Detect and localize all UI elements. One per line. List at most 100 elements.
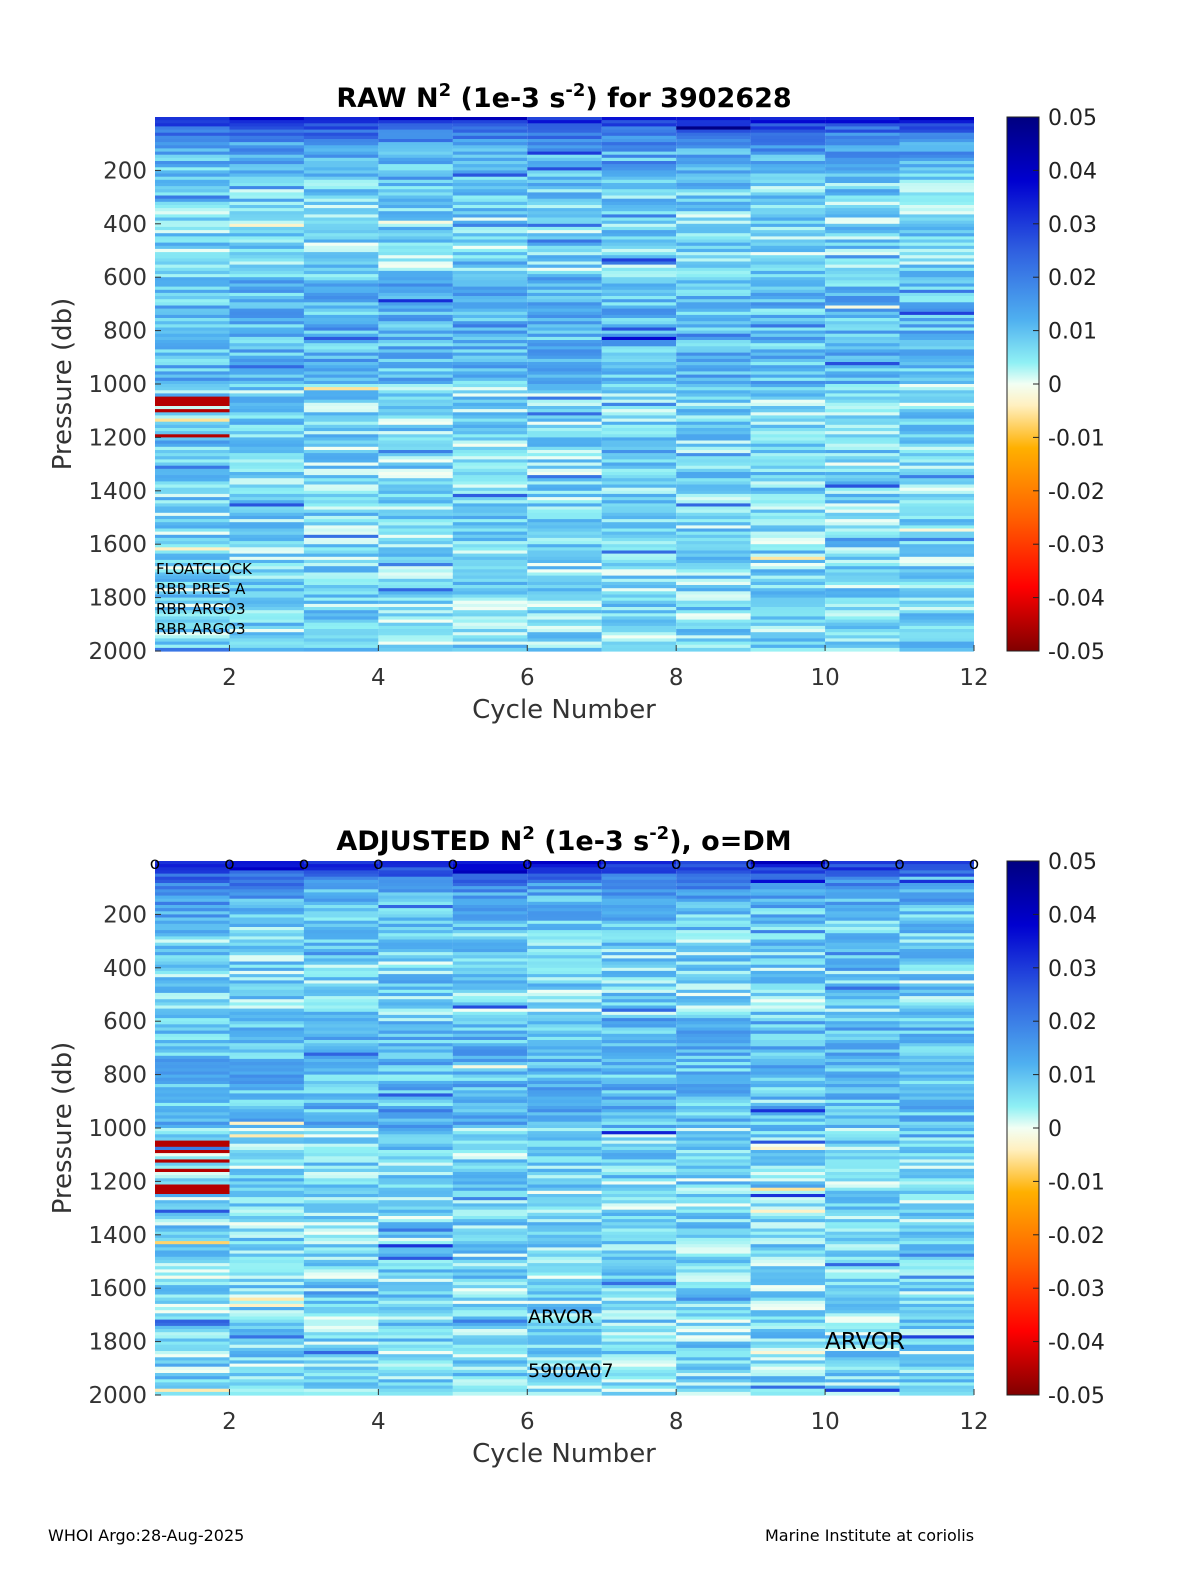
heatmap-cell bbox=[899, 1250, 974, 1255]
heatmap-cell bbox=[899, 1291, 974, 1295]
heatmap-cell bbox=[899, 559, 974, 564]
heatmap-cell bbox=[601, 333, 677, 338]
heatmap-cell bbox=[750, 1278, 826, 1283]
heatmap-cell bbox=[899, 613, 974, 617]
heatmap-cell bbox=[527, 500, 602, 504]
heatmap-cell bbox=[527, 1194, 602, 1198]
heatmap-cell bbox=[899, 1168, 974, 1173]
heatmap-cell bbox=[378, 1307, 453, 1311]
heatmap-cell bbox=[527, 1300, 602, 1305]
heatmap-cell bbox=[527, 1272, 602, 1277]
heatmap-cell bbox=[378, 478, 453, 482]
heatmap-column-cycle-6 bbox=[527, 117, 602, 652]
heatmap-cell bbox=[825, 1168, 900, 1173]
heatmap-cell bbox=[899, 1231, 974, 1236]
heatmap-cell bbox=[155, 1297, 230, 1302]
heatmap-cell bbox=[452, 1165, 528, 1170]
heatmap-cell bbox=[452, 380, 528, 385]
heatmap-cell bbox=[676, 142, 751, 146]
heatmap-cell bbox=[229, 883, 304, 887]
heatmap-cell bbox=[378, 958, 453, 963]
heatmap-cell bbox=[899, 487, 974, 492]
heatmap-cell bbox=[601, 1068, 677, 1072]
heatmap-cell bbox=[452, 522, 528, 526]
heatmap-cell bbox=[899, 1222, 974, 1226]
heatmap-cell bbox=[452, 459, 528, 464]
heatmap-cell bbox=[452, 519, 528, 523]
heatmap-cell bbox=[378, 647, 453, 652]
heatmap-cell bbox=[303, 362, 379, 366]
heatmap-cell bbox=[452, 1300, 528, 1305]
heatmap-cell bbox=[750, 1074, 826, 1079]
heatmap-cell bbox=[750, 424, 826, 429]
heatmap-cell bbox=[155, 506, 230, 511]
heatmap-cell bbox=[378, 195, 453, 200]
heatmap-cell bbox=[303, 132, 379, 137]
heatmap-cell bbox=[750, 619, 826, 624]
heatmap-cell bbox=[601, 305, 677, 310]
heatmap-cell bbox=[676, 920, 751, 925]
heatmap-cell bbox=[899, 1379, 974, 1383]
heatmap-cell bbox=[378, 1319, 453, 1324]
heatmap-cell bbox=[750, 1360, 826, 1365]
heatmap-cell bbox=[527, 1275, 602, 1280]
heatmap-cell bbox=[676, 1319, 751, 1324]
heatmap-cell bbox=[452, 157, 528, 162]
heatmap-cell bbox=[303, 989, 379, 994]
heatmap-cell bbox=[155, 289, 230, 294]
heatmap-cell bbox=[825, 559, 900, 564]
heatmap-cell bbox=[825, 465, 900, 470]
heatmap-cell bbox=[452, 183, 528, 187]
heatmap-cell bbox=[601, 541, 677, 545]
heatmap-cell bbox=[527, 519, 602, 523]
heatmap-cell bbox=[303, 1181, 379, 1186]
heatmap-cell bbox=[825, 493, 900, 498]
heatmap-cell bbox=[527, 396, 602, 401]
heatmap-cell bbox=[303, 349, 379, 354]
heatmap-cell bbox=[825, 1084, 900, 1088]
heatmap-cell bbox=[229, 393, 304, 398]
heatmap-cell bbox=[155, 161, 230, 165]
heatmap-cell bbox=[527, 418, 602, 423]
heatmap-cell bbox=[750, 154, 826, 159]
heatmap-cell bbox=[825, 453, 900, 457]
heatmap-cell bbox=[676, 157, 751, 162]
heatmap-cell bbox=[825, 977, 900, 981]
heatmap-cell bbox=[229, 1077, 304, 1082]
heatmap-cell bbox=[303, 371, 379, 376]
heatmap-cell bbox=[303, 230, 379, 234]
heatmap-cell bbox=[676, 270, 751, 275]
heatmap-cell bbox=[676, 120, 751, 124]
heatmap-cell bbox=[750, 374, 826, 379]
heatmap-cell bbox=[303, 610, 379, 614]
heatmap-cell bbox=[378, 1030, 453, 1035]
heatmap-cell bbox=[676, 581, 751, 586]
heatmap-cell bbox=[229, 1102, 304, 1107]
heatmap-cell bbox=[899, 522, 974, 526]
heatmap-cell bbox=[601, 135, 677, 140]
heatmap-cell bbox=[825, 1247, 900, 1252]
heatmap-cell bbox=[229, 478, 304, 482]
heatmap-cell bbox=[825, 462, 900, 467]
heatmap-cell bbox=[378, 1115, 453, 1120]
heatmap-cell bbox=[750, 1052, 826, 1057]
heatmap-cell bbox=[527, 911, 602, 915]
heatmap-cell bbox=[601, 176, 677, 181]
heatmap-cell bbox=[527, 484, 602, 489]
heatmap-cell bbox=[378, 148, 453, 153]
heatmap-cell bbox=[676, 314, 751, 319]
heatmap-cell bbox=[676, 368, 751, 372]
heatmap-cell bbox=[452, 1338, 528, 1343]
heatmap-cell bbox=[229, 349, 304, 354]
heatmap-cell bbox=[452, 895, 528, 900]
heatmap-cell bbox=[452, 1360, 528, 1365]
heatmap-cell bbox=[676, 1272, 751, 1277]
heatmap-cell bbox=[155, 1307, 230, 1311]
heatmap-cell bbox=[303, 365, 379, 369]
heatmap-cell bbox=[899, 1253, 974, 1258]
heatmap-cell bbox=[527, 892, 602, 897]
heatmap-cell bbox=[378, 977, 453, 981]
heatmap-cell bbox=[825, 258, 900, 263]
heatmap-cell bbox=[899, 1106, 974, 1110]
heatmap-cell bbox=[899, 1021, 974, 1025]
